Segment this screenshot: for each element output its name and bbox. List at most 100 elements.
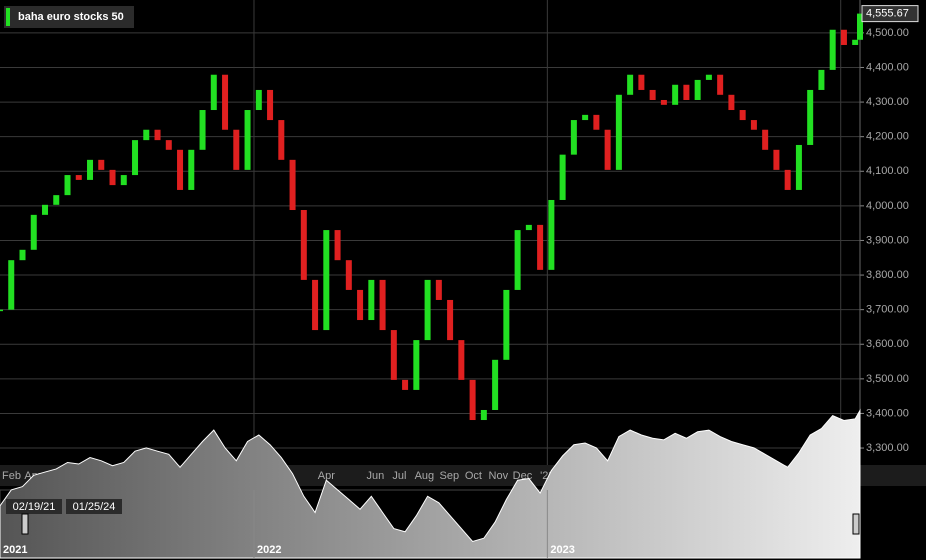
y-tick-label: 4,100.00: [866, 165, 909, 177]
price-bar: [559, 154, 566, 200]
price-bar: [694, 79, 701, 100]
last-price-box: [861, 5, 919, 23]
x-tick-label: Oct: [465, 470, 482, 482]
price-bar: [728, 94, 735, 111]
price-bar: [857, 13, 863, 40]
y-tick-label: 4,000.00: [866, 200, 909, 212]
y-tick-label: 4,400.00: [866, 61, 909, 73]
price-bar: [177, 149, 184, 190]
y-tick-label: 3,600.00: [866, 338, 909, 350]
price-bar: [480, 409, 487, 421]
price-bar: [683, 84, 690, 100]
price-bar: [64, 175, 71, 196]
price-bar: [717, 74, 724, 95]
price-bar: [0, 309, 3, 312]
price-bar: [649, 89, 656, 100]
price-bar: [53, 195, 60, 205]
price-bar: [784, 169, 791, 190]
price-bar: [852, 39, 859, 45]
price-bar: [840, 29, 847, 45]
y-tick-label: 4,500.00: [866, 27, 909, 39]
price-bar: [210, 74, 217, 111]
price-bar: [604, 129, 611, 170]
price-bar: [458, 340, 465, 380]
price-bar: [143, 129, 150, 141]
price-bar: [87, 159, 94, 180]
x-tick-label: Apr: [318, 470, 335, 482]
nav-handle-left[interactable]: [21, 513, 29, 535]
price-bar: [357, 289, 364, 321]
y-tick-label: 3,700.00: [866, 304, 909, 316]
legend-label: baha euro stocks 50: [18, 11, 124, 23]
last-price-label: 4,555.67: [866, 8, 909, 20]
price-bar: [705, 74, 712, 80]
price-bar: [19, 249, 26, 261]
x-tick-label: Jun: [366, 470, 384, 482]
price-bar: [199, 110, 206, 150]
price-bar: [750, 120, 757, 130]
x-tick-label: Jul: [392, 470, 406, 482]
price-bar: [435, 279, 442, 300]
price-bar: [368, 279, 375, 321]
price-bar: [402, 379, 409, 390]
y-tick-label: 3,300.00: [866, 442, 909, 454]
price-bar: [570, 120, 577, 155]
y-tick-label: 3,400.00: [866, 407, 909, 419]
price-bar: [267, 89, 274, 121]
price-bar: [807, 89, 814, 145]
price-bar: [627, 74, 634, 95]
price-bar: [75, 175, 82, 180]
nav-handle-right[interactable]: [852, 513, 860, 535]
price-bar: [132, 140, 139, 176]
nav-year-label: 2022: [257, 544, 281, 556]
legend: [4, 6, 134, 28]
price-bar: [300, 210, 307, 280]
price-bar: [660, 99, 667, 105]
x-tick-label: Feb: [2, 470, 21, 482]
nav-year-label: 2021: [3, 544, 27, 556]
price-bar: [233, 129, 240, 170]
price-bar: [165, 140, 172, 150]
y-tick-label: 3,900.00: [866, 234, 909, 246]
price-bar: [525, 224, 532, 231]
price-bar: [255, 89, 262, 111]
navigator-area: [0, 408, 861, 559]
price-bar: [818, 69, 825, 90]
price-bar: [379, 279, 386, 331]
y-tick-label: 3,500.00: [866, 373, 909, 385]
price-bar: [120, 175, 127, 186]
price-bar: [413, 340, 420, 390]
price-bar: [548, 199, 555, 270]
price-bar: [424, 279, 431, 341]
price-bar: [762, 129, 769, 150]
price-bar: [537, 224, 544, 270]
price-bar: [222, 74, 229, 130]
nav-start-label: 02/19/21: [13, 501, 56, 513]
price-bar: [514, 230, 521, 290]
price-bar: [30, 214, 37, 250]
price-bar: [390, 330, 397, 380]
price-bar: [109, 169, 116, 186]
price-bar: [289, 159, 296, 211]
price-bar: [447, 299, 454, 341]
price-bar: [503, 289, 510, 360]
price-bar: [334, 230, 341, 261]
price-bar: [345, 260, 352, 290]
legend-swatch: [6, 8, 10, 26]
price-bar: [829, 29, 836, 70]
nav-end-label: 01/25/24: [73, 501, 116, 513]
price-bar: [98, 159, 105, 170]
price-bar: [244, 110, 251, 170]
price-bar: [672, 84, 679, 105]
price-bar: [42, 204, 49, 215]
y-tick-label: 4,300.00: [866, 96, 909, 108]
price-bar: [795, 144, 802, 190]
nav-start-box: [6, 499, 62, 514]
price-bar: [154, 129, 161, 141]
price-bar: [492, 359, 499, 410]
price-bar: [638, 74, 645, 90]
price-bar: [582, 114, 589, 121]
price-bar: [188, 149, 195, 190]
